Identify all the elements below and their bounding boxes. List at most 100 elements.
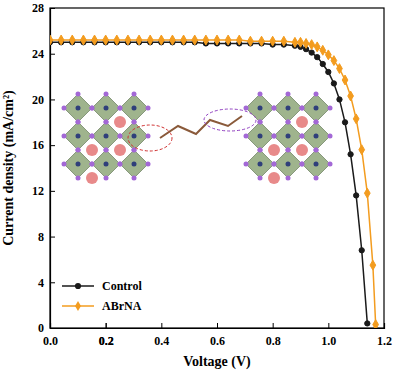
tick-label: 0.2: [99, 334, 114, 348]
b-site: [104, 162, 109, 167]
halide: [76, 148, 81, 153]
inset-illustration: [62, 92, 333, 185]
marker: [170, 35, 176, 45]
x-axis-title: Voltage (V): [183, 354, 251, 370]
halide: [286, 176, 291, 181]
halide: [118, 162, 123, 167]
tick: 1.2: [377, 323, 392, 348]
chart: 0.00.20.40.60.81.00.21.20481216202428Con…: [0, 0, 394, 372]
b-site: [258, 106, 263, 111]
tick: 12: [32, 184, 55, 198]
tick: 0.4: [154, 323, 169, 348]
halide: [244, 162, 249, 167]
halide: [90, 162, 95, 167]
a-site: [114, 144, 126, 156]
tick-mark: [273, 323, 274, 328]
a-site: [114, 116, 126, 128]
marker: [214, 35, 220, 45]
marker: [236, 35, 242, 45]
halide: [76, 92, 81, 97]
halide: [118, 134, 123, 139]
halide: [146, 106, 151, 111]
b-site: [314, 106, 319, 111]
halide: [104, 148, 109, 153]
halide: [314, 176, 319, 181]
marker: [309, 40, 315, 50]
series-line: [50, 42, 367, 323]
halide: [286, 148, 291, 153]
halide: [90, 162, 95, 167]
marker: [281, 36, 287, 46]
legend-marker: [75, 283, 81, 289]
halide: [314, 148, 319, 153]
marker: [147, 35, 153, 45]
halide: [258, 120, 263, 125]
halide: [76, 176, 81, 181]
halide: [146, 134, 151, 139]
marker: [50, 35, 53, 45]
halide: [314, 120, 319, 125]
halide: [258, 120, 263, 125]
series-line: [50, 40, 376, 325]
marker: [125, 35, 131, 45]
marker: [114, 35, 120, 45]
marker: [309, 50, 314, 55]
halide: [132, 120, 137, 125]
halide: [104, 176, 109, 181]
halide: [62, 106, 67, 111]
halide: [272, 134, 277, 139]
marker: [315, 54, 320, 59]
marker: [158, 35, 164, 45]
marker: [337, 64, 343, 74]
tick-mark: [328, 323, 329, 328]
marker: [320, 45, 326, 55]
highlight: [128, 125, 172, 151]
tick-label: 0.8: [266, 334, 281, 348]
b-site: [314, 162, 319, 167]
data-layer: [50, 35, 378, 328]
legend-item: ABrNA: [62, 299, 142, 313]
marker: [354, 193, 359, 198]
halide: [62, 162, 67, 167]
marker: [353, 114, 359, 124]
legend-label: ABrNA: [102, 299, 142, 313]
tick-mark: [217, 323, 218, 328]
tick-label: 0.2: [99, 334, 114, 348]
axis-line: [51, 323, 385, 329]
halide: [244, 134, 249, 139]
tick-label: 20: [32, 93, 44, 107]
b-site: [286, 106, 291, 111]
halide: [90, 134, 95, 139]
tick: 0.2: [99, 323, 114, 348]
plot-frame: [50, 8, 384, 328]
marker: [181, 35, 187, 45]
marker: [364, 188, 370, 198]
marker: [225, 35, 231, 45]
halide: [104, 148, 109, 153]
tick-label: 24: [32, 47, 44, 61]
marker: [370, 260, 376, 270]
halide: [272, 162, 277, 167]
marker: [326, 69, 331, 74]
a-site: [296, 144, 308, 156]
tick: 0.2: [99, 323, 114, 348]
marker: [348, 152, 353, 157]
halide: [118, 106, 123, 111]
tick: 0.6: [210, 323, 225, 348]
tick-label: 0.6: [210, 334, 225, 348]
b-site: [258, 162, 263, 167]
tick-mark: [384, 323, 385, 328]
highlight: [204, 109, 256, 131]
marker: [320, 61, 325, 66]
halide: [300, 106, 305, 111]
tick-mark: [106, 323, 107, 328]
halide: [314, 120, 319, 125]
marker: [342, 120, 347, 125]
halide: [118, 162, 123, 167]
halide: [90, 134, 95, 139]
axis-line: [51, 9, 56, 329]
marker: [292, 37, 298, 47]
plot-area: 0.00.20.40.60.81.00.21.20481216202428Con…: [32, 1, 392, 347]
marker: [359, 145, 365, 155]
halide: [258, 176, 263, 181]
